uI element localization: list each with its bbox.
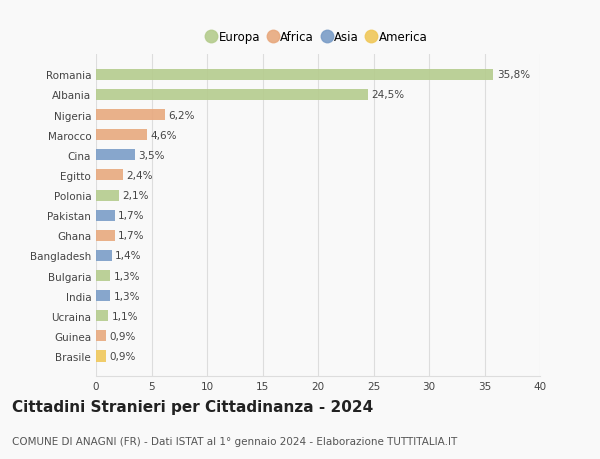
Bar xyxy=(96,130,147,141)
Bar xyxy=(96,351,106,362)
Bar xyxy=(96,250,112,262)
Text: 6,2%: 6,2% xyxy=(168,110,194,120)
Text: 4,6%: 4,6% xyxy=(151,130,177,140)
Bar xyxy=(96,270,110,281)
Legend: Europa, Africa, Asia, America: Europa, Africa, Asia, America xyxy=(206,29,430,46)
Text: Cittadini Stranieri per Cittadinanza - 2024: Cittadini Stranieri per Cittadinanza - 2… xyxy=(12,399,373,414)
Text: 1,4%: 1,4% xyxy=(115,251,142,261)
Text: 35,8%: 35,8% xyxy=(497,70,530,80)
Bar xyxy=(96,230,115,241)
Bar xyxy=(96,150,135,161)
Text: 3,5%: 3,5% xyxy=(138,151,164,161)
Text: 2,1%: 2,1% xyxy=(122,190,149,201)
Text: 0,9%: 0,9% xyxy=(109,331,136,341)
Bar xyxy=(96,190,119,201)
Bar xyxy=(96,311,108,322)
Text: 1,1%: 1,1% xyxy=(112,311,138,321)
Text: 0,9%: 0,9% xyxy=(109,351,136,361)
Bar xyxy=(96,291,110,302)
Bar xyxy=(96,330,106,341)
Text: 1,3%: 1,3% xyxy=(114,291,140,301)
Text: 2,4%: 2,4% xyxy=(126,171,152,180)
Text: 1,3%: 1,3% xyxy=(114,271,140,281)
Text: COMUNE DI ANAGNI (FR) - Dati ISTAT al 1° gennaio 2024 - Elaborazione TUTTITALIA.: COMUNE DI ANAGNI (FR) - Dati ISTAT al 1°… xyxy=(12,436,457,446)
Bar xyxy=(96,170,122,181)
Text: 24,5%: 24,5% xyxy=(371,90,404,100)
Text: 1,7%: 1,7% xyxy=(118,231,145,241)
Bar xyxy=(96,210,115,221)
Bar xyxy=(96,70,493,81)
Bar xyxy=(96,110,165,121)
Text: 1,7%: 1,7% xyxy=(118,211,145,221)
Bar xyxy=(96,90,368,101)
